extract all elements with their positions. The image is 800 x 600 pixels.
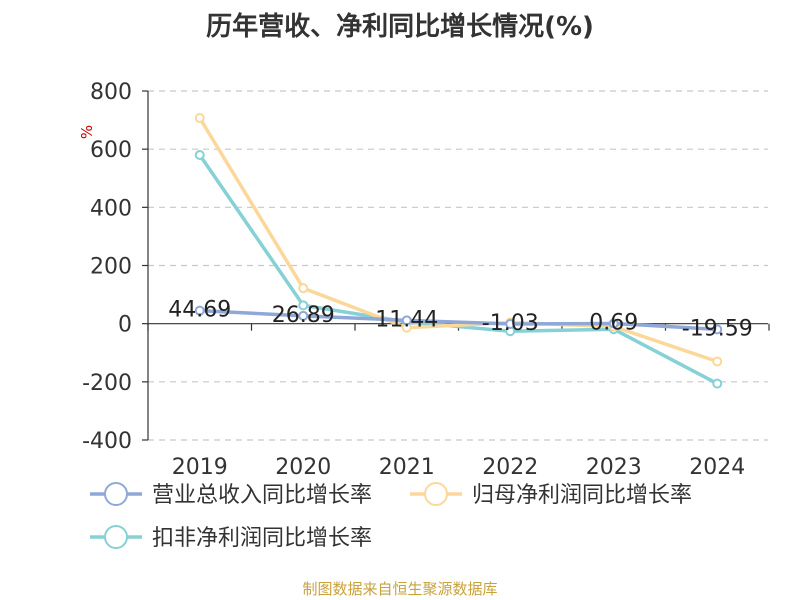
- y-tick-label: 800: [90, 80, 132, 105]
- x-tick-label: 2024: [689, 455, 745, 480]
- y-axis-unit-label: %: [78, 125, 96, 139]
- legend-label: 营业总收入同比增长率: [152, 483, 372, 508]
- y-tick-label: -400: [82, 429, 132, 454]
- legend-marker-icon: [104, 482, 128, 506]
- data-point-series-1: [194, 305, 205, 316]
- x-tick-label: 2023: [586, 455, 642, 480]
- y-tick-label: -200: [82, 371, 132, 396]
- y-tick-label: 600: [90, 138, 132, 163]
- legend-item-3[interactable]: 扣非净利润同比增长率: [90, 525, 372, 551]
- data-label: 11.44: [375, 307, 438, 332]
- x-tick-label: 2022: [482, 455, 538, 480]
- data-label: 44.69: [168, 298, 231, 323]
- data-point-series-3: [298, 300, 309, 311]
- data-point-series-3: [194, 149, 205, 160]
- source-note: 制图数据来自恒生聚源数据库: [302, 580, 498, 598]
- x-tick-label: 2021: [379, 455, 435, 480]
- data-label: 26.89: [272, 303, 335, 328]
- data-point-series-2: [712, 356, 723, 367]
- x-tick-label: 2020: [275, 455, 331, 480]
- data-point-series-1: [505, 318, 516, 329]
- legend-item-1[interactable]: 营业总收入同比增长率: [90, 482, 372, 508]
- series-lines: [194, 113, 723, 389]
- legend-marker-icon: [424, 482, 448, 506]
- data-label: -1.03: [482, 311, 539, 336]
- y-tick-label: 400: [90, 196, 132, 221]
- data-labels: 44.69 26.89 11.44 -1.03 0.69 -19.59: [168, 298, 752, 342]
- legend-marker-icon: [104, 525, 128, 549]
- legend-label: 归母净利润同比增长率: [472, 483, 692, 508]
- legend-label: 扣非净利润同比增长率: [152, 526, 372, 551]
- data-point-series-1: [712, 324, 723, 335]
- data-label: 0.69: [589, 310, 638, 335]
- y-tick-label: 0: [118, 313, 132, 338]
- data-label: -19.59: [682, 316, 753, 341]
- data-point-series-1: [298, 310, 309, 321]
- data-point-series-1: [401, 315, 412, 326]
- x-tick-label: 2019: [172, 455, 228, 480]
- data-point-series-2: [298, 283, 309, 294]
- axes: 800 600 400 200 0 -200 -400 2019 2020 2021 2022 202…: [82, 80, 770, 480]
- data-point-series-3: [712, 378, 723, 389]
- series-line-1: [198, 308, 719, 332]
- grid-lines: [148, 90, 768, 441]
- legend-item-2[interactable]: 归母净利润同比增长率: [410, 482, 692, 508]
- y-tick-label: 200: [90, 255, 132, 280]
- series-line-2: [198, 116, 719, 364]
- data-point-series-2: [194, 113, 205, 124]
- data-point-series-1: [608, 318, 619, 329]
- series-line-3: [198, 153, 719, 386]
- chart-title: 历年营收、净利同比增长情况(%): [206, 12, 594, 42]
